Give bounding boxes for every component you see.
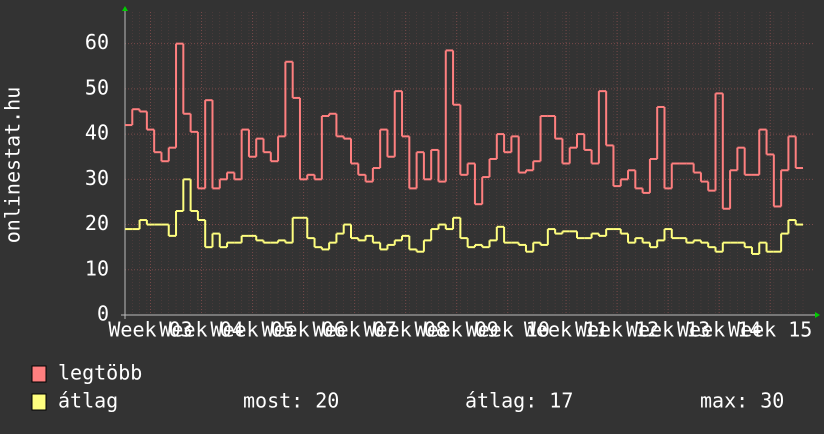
x-tick-label: Week 07 [312,318,396,342]
x-tick-label: Week 12 [575,318,659,342]
stat-label: max: 30 [700,389,784,413]
x-tick-label: Week 06 [261,318,345,342]
legend-label: átlag [58,389,118,413]
legend-swatch [31,393,47,411]
y-tick-label: 10 [85,256,109,280]
step-riser [131,43,797,209]
x-tick-label: Week 05 [210,318,294,342]
x-tick-label: Week 03 [108,318,192,342]
x-tick-label: Week 15 [728,318,812,342]
x-tick-label: Week 04 [159,318,243,342]
y-tick-label: 50 [85,75,109,99]
x-axis-arrow [815,312,820,318]
x-tick-label: Week 13 [626,318,710,342]
x-tick-label: Week 11 [524,318,608,342]
y-tick-label: 20 [85,211,109,235]
y-tick-label: 30 [85,166,109,190]
legend-swatch [31,365,47,383]
stat-label: átlag: 17 [465,389,573,413]
legend-label: legtöbb [58,361,142,385]
series [125,178,803,255]
y-axis-label: onlinestat.hu [1,87,25,244]
step-riser [138,179,797,254]
x-tick-label: Week 09 [415,318,499,342]
y-tick-label: 0 [97,302,109,326]
x-tick-label: Week 10 [466,318,550,342]
x-tick-label: Week 14 [677,318,761,342]
series [125,42,803,210]
stat-label: most: 20 [243,389,339,413]
y-tick-label: 40 [85,121,109,145]
x-tick-label: Week 08 [364,318,448,342]
y-axis-arrow [122,6,128,11]
y-tick-label: 60 [85,30,109,54]
